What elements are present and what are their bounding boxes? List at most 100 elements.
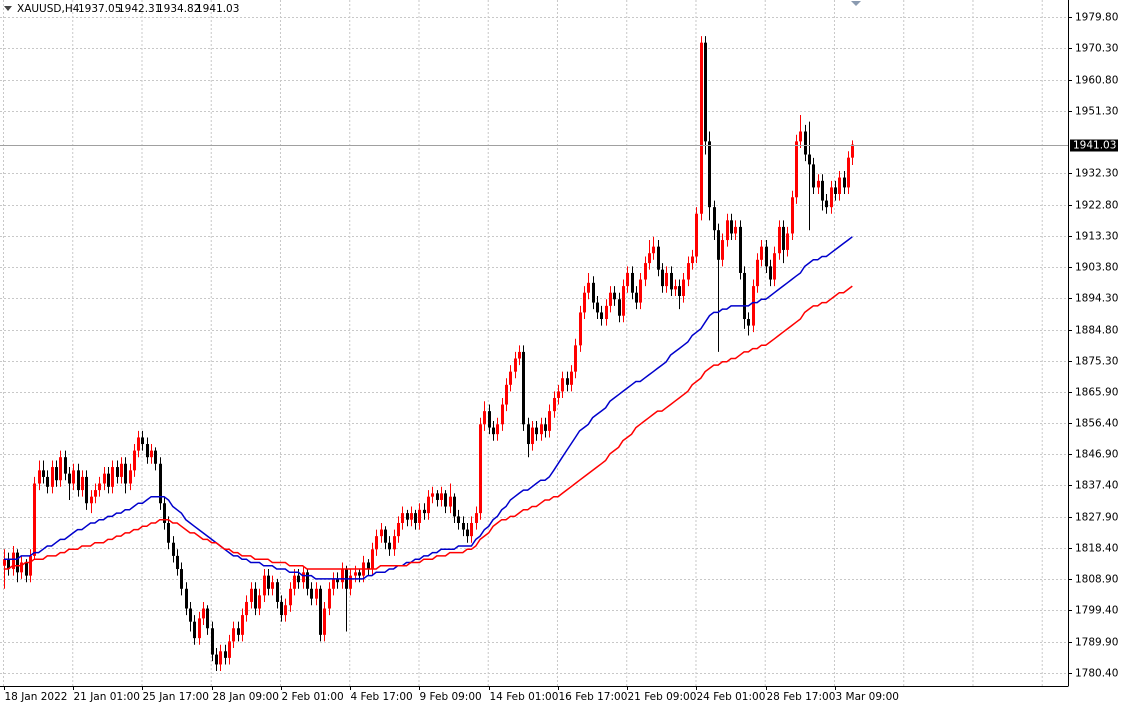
y-tick-label: 1856.40 bbox=[1075, 418, 1118, 430]
candle-body bbox=[42, 470, 45, 477]
candle-body bbox=[674, 286, 677, 290]
candle-body bbox=[609, 292, 612, 306]
candle-body bbox=[622, 286, 625, 316]
candle-body bbox=[635, 292, 638, 303]
candle-body bbox=[319, 588, 322, 635]
candle-body bbox=[401, 513, 404, 523]
candle-body bbox=[349, 575, 352, 589]
candle-body bbox=[786, 233, 789, 250]
y-tick-label: 1951.30 bbox=[1075, 106, 1118, 118]
candle-body bbox=[33, 483, 36, 556]
y-tick-label: 1960.80 bbox=[1075, 75, 1118, 87]
candle-body bbox=[116, 467, 119, 477]
candle-body bbox=[717, 230, 720, 260]
candle-body bbox=[449, 496, 452, 507]
candle-body bbox=[77, 470, 80, 491]
x-tick-label: 4 Feb 17:00 bbox=[351, 691, 413, 703]
candle-body bbox=[566, 378, 569, 385]
candle-body bbox=[98, 483, 101, 491]
candle-body bbox=[488, 411, 491, 428]
candle-body bbox=[548, 411, 551, 431]
candle-body bbox=[371, 549, 374, 570]
candle-body bbox=[765, 246, 768, 267]
candle-body bbox=[700, 42, 703, 214]
candle-body bbox=[561, 378, 564, 392]
candle-body bbox=[306, 572, 309, 589]
candle-body bbox=[557, 391, 560, 398]
candle-body bbox=[414, 513, 417, 523]
x-tick-label: 9 Feb 09:00 bbox=[420, 691, 482, 703]
candle-body bbox=[163, 503, 166, 523]
candle-body bbox=[406, 513, 409, 520]
candle-body bbox=[228, 641, 231, 658]
y-tick-label: 1818.40 bbox=[1075, 543, 1118, 555]
candle-body bbox=[198, 618, 201, 639]
candle-body bbox=[124, 463, 127, 484]
candle-body bbox=[250, 588, 253, 602]
candle-body bbox=[55, 467, 58, 481]
y-tick-label: 1865.90 bbox=[1075, 387, 1118, 399]
candle-body bbox=[834, 187, 837, 195]
candle-body bbox=[341, 569, 344, 583]
candle-body bbox=[825, 200, 828, 208]
candle-body bbox=[492, 427, 495, 435]
x-tick-label: 21 Jan 01:00 bbox=[74, 691, 140, 703]
candle-body bbox=[280, 601, 283, 616]
y-tick-label: 1799.40 bbox=[1075, 605, 1118, 617]
header-low: 1934.82 bbox=[157, 3, 200, 15]
candle-body bbox=[46, 476, 49, 487]
candle-body bbox=[847, 157, 850, 188]
y-tick-label: 1932.30 bbox=[1075, 168, 1118, 180]
candle-body bbox=[193, 621, 196, 639]
candle-body bbox=[592, 282, 595, 303]
candle-body bbox=[444, 493, 447, 507]
candle-body bbox=[94, 490, 97, 497]
candle-body bbox=[29, 555, 32, 576]
header-open: 1937.05 bbox=[78, 3, 121, 15]
candle-body bbox=[367, 562, 370, 570]
candle-body bbox=[129, 470, 132, 484]
candle-body bbox=[631, 272, 634, 293]
y-tick-label: 1808.90 bbox=[1075, 574, 1118, 586]
candle-body bbox=[245, 601, 248, 616]
candle-body bbox=[284, 605, 287, 616]
candle-body bbox=[72, 470, 75, 484]
x-tick-label: 3 Mar 09:00 bbox=[836, 691, 899, 703]
candle-body bbox=[618, 299, 621, 316]
candle-body bbox=[479, 424, 482, 514]
candle-body bbox=[241, 615, 244, 635]
candle-body bbox=[605, 305, 608, 320]
y-tick-label: 1827.90 bbox=[1075, 512, 1118, 524]
candle-body bbox=[708, 141, 711, 208]
candle-body bbox=[540, 424, 543, 435]
candle-body bbox=[219, 651, 222, 665]
candle-body bbox=[107, 473, 110, 487]
candle-body bbox=[150, 450, 153, 458]
candle-body bbox=[799, 131, 802, 142]
candle-body bbox=[713, 207, 716, 231]
candle-body bbox=[380, 529, 383, 537]
symbol-icon bbox=[4, 6, 12, 11]
candle-body bbox=[756, 259, 759, 287]
candle-body bbox=[665, 272, 668, 287]
x-tick-label: 28 Jan 09:00 bbox=[213, 691, 279, 703]
candle-body bbox=[639, 279, 642, 303]
candle-body bbox=[302, 572, 305, 583]
candle-body bbox=[596, 302, 599, 313]
candle-body bbox=[289, 588, 292, 606]
candle-body bbox=[397, 522, 400, 537]
candle-body bbox=[544, 424, 547, 431]
candle-body bbox=[682, 279, 685, 296]
x-tick-label: 18 Jan 2022 bbox=[5, 691, 68, 703]
candle-body bbox=[375, 536, 378, 550]
candle-body bbox=[159, 463, 162, 504]
candle-body bbox=[483, 411, 486, 425]
y-tick-label: 1979.80 bbox=[1075, 12, 1118, 24]
candle-body bbox=[670, 272, 673, 290]
candle-body bbox=[462, 522, 465, 530]
candle-body bbox=[90, 496, 93, 504]
candle-body bbox=[328, 588, 331, 609]
